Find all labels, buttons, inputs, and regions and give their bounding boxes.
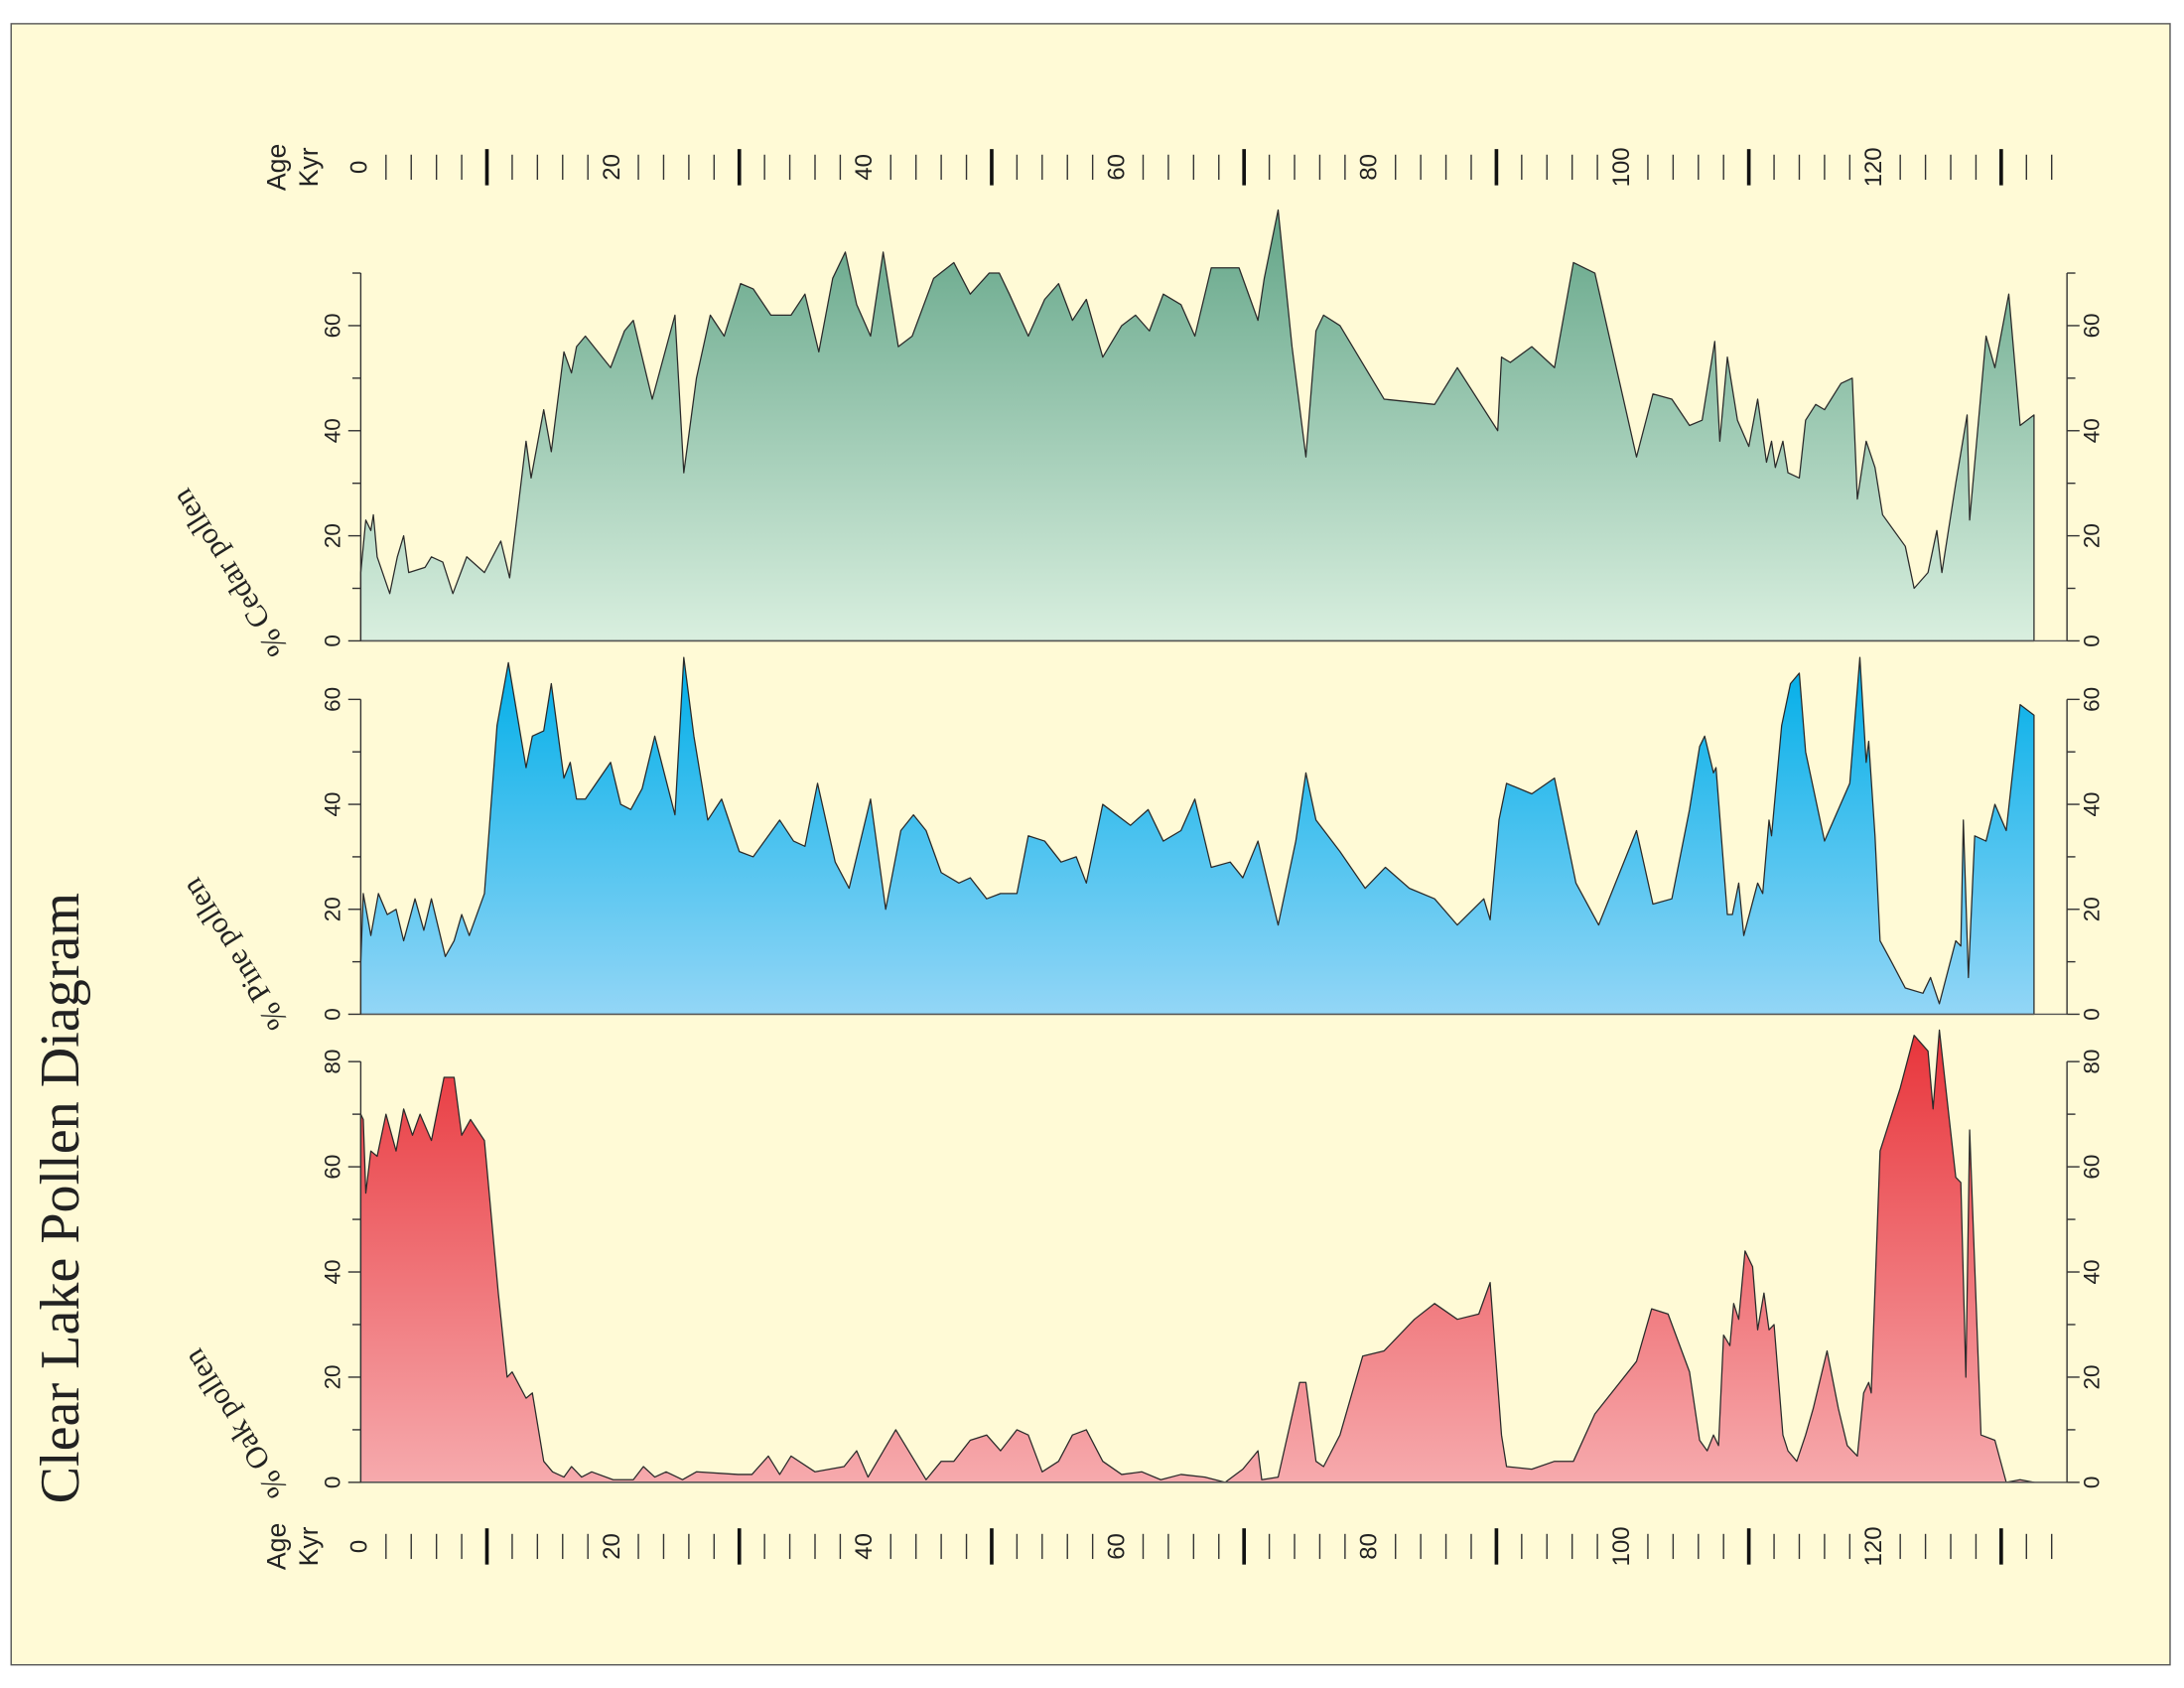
x-tick-label: 20 xyxy=(599,154,625,181)
chart-title: Clear Lake Pollen Diagram xyxy=(30,893,91,1503)
area xyxy=(359,656,2035,1016)
y-tick-label: 0 xyxy=(2080,634,2105,646)
y-tick-label: 20 xyxy=(2080,523,2105,548)
x-tick-label: 20 xyxy=(599,1533,625,1560)
y-tick-label: 0 xyxy=(321,634,345,646)
y-tick-label: 20 xyxy=(321,523,345,548)
x-tick-label: 120 xyxy=(1860,1527,1887,1567)
y-tick-label: 60 xyxy=(321,687,345,712)
y-tick-label: 60 xyxy=(2080,687,2105,712)
y-tick-label: 60 xyxy=(321,1155,345,1180)
y-tick-label: 40 xyxy=(2080,418,2105,443)
y-tick-label: 40 xyxy=(321,792,345,817)
area xyxy=(359,209,2035,642)
x-tick-label: 40 xyxy=(851,1533,878,1560)
x-tick-label: 60 xyxy=(1103,1533,1130,1560)
x-tick-label: 0 xyxy=(346,1540,373,1553)
y-tick-label: 0 xyxy=(321,1477,345,1488)
y-tick-label: 80 xyxy=(321,1050,345,1074)
y-tick-label: 40 xyxy=(2080,1260,2105,1285)
y-tick-label: 0 xyxy=(321,1008,345,1020)
x-tick-label: 80 xyxy=(1356,154,1383,181)
y-tick-label: 20 xyxy=(321,1364,345,1389)
x-axis-label: Kyr xyxy=(294,147,324,187)
y-tick-label: 40 xyxy=(321,1260,345,1285)
y-tick-label: 80 xyxy=(2080,1050,2105,1074)
y-tick-label: 40 xyxy=(2080,792,2105,817)
x-tick-label: 40 xyxy=(851,154,878,181)
x-tick-label: 120 xyxy=(1860,147,1887,187)
y-tick-label: 0 xyxy=(2080,1477,2105,1488)
x-axis-label: Kyr xyxy=(294,1526,324,1566)
x-axis-label: Age xyxy=(262,144,292,191)
y-tick-label: 40 xyxy=(321,418,345,443)
x-tick-label: 80 xyxy=(1356,1533,1383,1560)
x-tick-label: 60 xyxy=(1103,154,1130,181)
y-tick-label: 20 xyxy=(2080,897,2105,921)
y-tick-label: 0 xyxy=(2080,1008,2105,1020)
y-tick-label: 20 xyxy=(2080,1364,2105,1389)
x-axis-label: Age xyxy=(262,1523,292,1570)
y-tick-label: 20 xyxy=(321,897,345,921)
x-tick-label: 100 xyxy=(1608,1527,1635,1567)
y-tick-label: 60 xyxy=(321,313,345,338)
area xyxy=(359,1029,2035,1483)
y-tick-label: 60 xyxy=(2080,1155,2105,1180)
y-tick-label: 60 xyxy=(2080,313,2105,338)
x-tick-label: 0 xyxy=(346,161,373,174)
x-tick-label: 100 xyxy=(1608,147,1635,187)
